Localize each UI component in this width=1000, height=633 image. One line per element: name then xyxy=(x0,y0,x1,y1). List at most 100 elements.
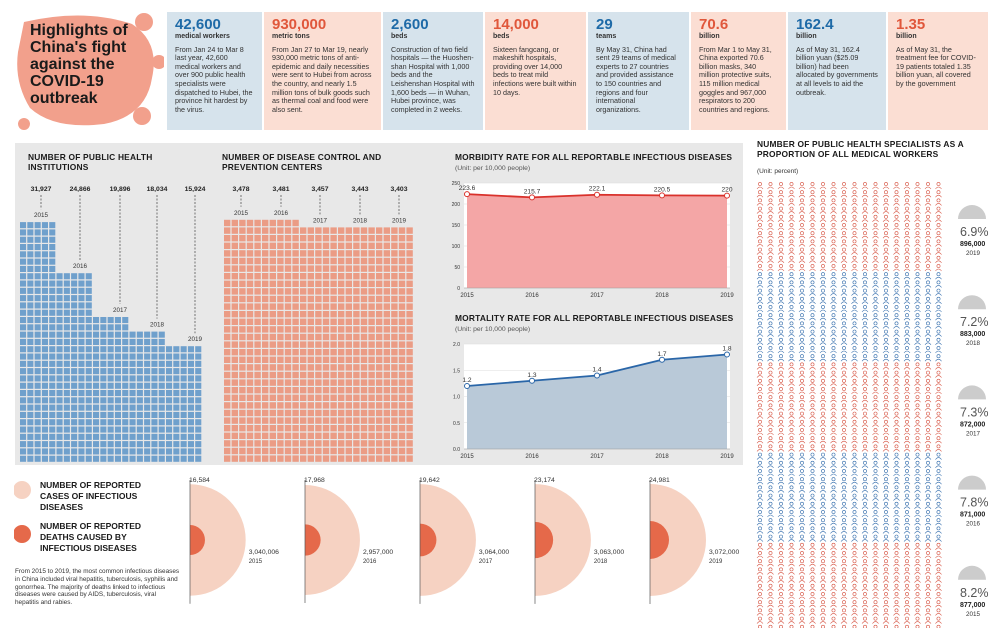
waffle-cell xyxy=(41,324,48,331)
waffle-cell xyxy=(300,250,307,257)
specialist-icon xyxy=(777,559,785,567)
specialist-icon xyxy=(893,600,900,608)
specialist-icon xyxy=(788,288,795,296)
specialist-icon xyxy=(840,403,848,411)
waffle-cell xyxy=(166,411,173,418)
waffle-cell xyxy=(345,394,352,401)
waffle-cell xyxy=(63,441,70,448)
waffle-cell xyxy=(239,303,246,310)
waffle-cell xyxy=(353,311,360,318)
specialist-icon xyxy=(861,477,869,485)
specialist-icon xyxy=(777,223,785,231)
stat-text: From Jan 24 to Mar 8 last year, 42,600 m… xyxy=(175,44,253,114)
waffle-cell xyxy=(353,250,360,257)
specialist-icon xyxy=(914,239,921,247)
specialist-icon xyxy=(903,255,911,263)
specialist-icon xyxy=(872,321,879,329)
waffle-cell xyxy=(187,455,194,462)
waffle-cell xyxy=(269,280,276,287)
waffle-cell xyxy=(136,441,143,448)
waffle-cell xyxy=(114,411,121,418)
waffle-cell xyxy=(78,273,85,280)
specialist-icon xyxy=(777,592,785,600)
specialist-icon xyxy=(830,559,837,567)
waffle-cell xyxy=(231,242,238,249)
waffle-cell xyxy=(277,371,284,379)
specialist-icon xyxy=(903,411,911,419)
specialist-icon xyxy=(851,559,858,567)
waffle-year-label: 2016 xyxy=(73,263,88,270)
waffle-cell xyxy=(56,317,63,324)
waffle-cell xyxy=(173,346,180,353)
waffle-cell xyxy=(254,326,261,333)
waffle-cell xyxy=(27,280,34,287)
specialist-icon xyxy=(777,567,785,575)
waffle-cell xyxy=(376,250,383,257)
waffle-cell xyxy=(231,280,238,287)
specialist-icon xyxy=(788,600,795,608)
specialist-icon xyxy=(935,403,942,411)
waffle-cell xyxy=(41,317,48,324)
specialist-icon xyxy=(788,419,795,427)
waffle-cell xyxy=(269,364,276,371)
specialist-icon xyxy=(861,575,869,583)
waffle-cell xyxy=(315,447,322,455)
waffle-cell xyxy=(231,333,238,341)
waffle-cell xyxy=(114,360,121,367)
waffle-cell xyxy=(391,409,398,417)
waffle-cell xyxy=(383,235,390,242)
waffle-cell xyxy=(345,356,352,363)
waffle-cell xyxy=(269,387,276,394)
waffle-cell xyxy=(315,280,322,287)
waffle-cell xyxy=(315,425,322,432)
waffle-cell xyxy=(284,227,292,234)
waffle-cell xyxy=(284,303,292,310)
specialist-icon xyxy=(935,313,942,321)
waffle-cell xyxy=(93,426,100,433)
waffle-cell xyxy=(262,371,269,379)
waffle-cell xyxy=(300,235,307,242)
specialist-icon xyxy=(809,321,816,329)
specialist-icon xyxy=(798,452,806,460)
waffle-cell xyxy=(338,318,345,325)
waffle-cell xyxy=(93,338,100,345)
specialist-icon xyxy=(830,575,837,583)
waffle-cell xyxy=(49,317,56,324)
waffle-cell xyxy=(78,404,85,411)
specialist-icon xyxy=(819,600,827,608)
specialist-icon xyxy=(861,378,869,386)
waffle-cell xyxy=(406,326,413,333)
waffle-cell xyxy=(41,441,48,448)
waffle-cell xyxy=(78,287,85,294)
waffle-cell xyxy=(383,333,390,341)
waffle-cell xyxy=(239,295,246,303)
waffle-cell xyxy=(262,257,269,265)
specialist-icon xyxy=(767,567,774,575)
waffle-cell xyxy=(27,338,34,345)
specialist-icon xyxy=(830,452,837,460)
specialist-icon xyxy=(777,387,785,395)
waffle-cell xyxy=(345,288,352,295)
specialist-icon xyxy=(819,444,827,452)
waffle-cell xyxy=(34,287,41,294)
waffle-cell xyxy=(85,280,92,287)
specialist-icon xyxy=(840,608,848,616)
waffle-cell xyxy=(224,250,231,257)
specialist-icon xyxy=(798,428,806,436)
waffle-cell xyxy=(107,382,114,389)
waffle-cell xyxy=(187,360,194,367)
waffle-cell xyxy=(158,338,165,345)
waffle-cell xyxy=(71,317,78,324)
waffle-cell xyxy=(292,295,299,303)
waffle-cell xyxy=(246,432,254,439)
specialist-icon xyxy=(821,624,825,628)
waffle-cell xyxy=(63,455,70,462)
waffle-cell xyxy=(269,455,276,462)
specialist-icon xyxy=(935,534,942,542)
specialist-icon xyxy=(767,501,774,509)
specialist-icon xyxy=(830,288,837,296)
waffle-cell xyxy=(20,411,27,418)
waffle-cell xyxy=(63,360,70,367)
waffle-cell xyxy=(63,433,70,440)
waffle-cell xyxy=(122,390,129,397)
